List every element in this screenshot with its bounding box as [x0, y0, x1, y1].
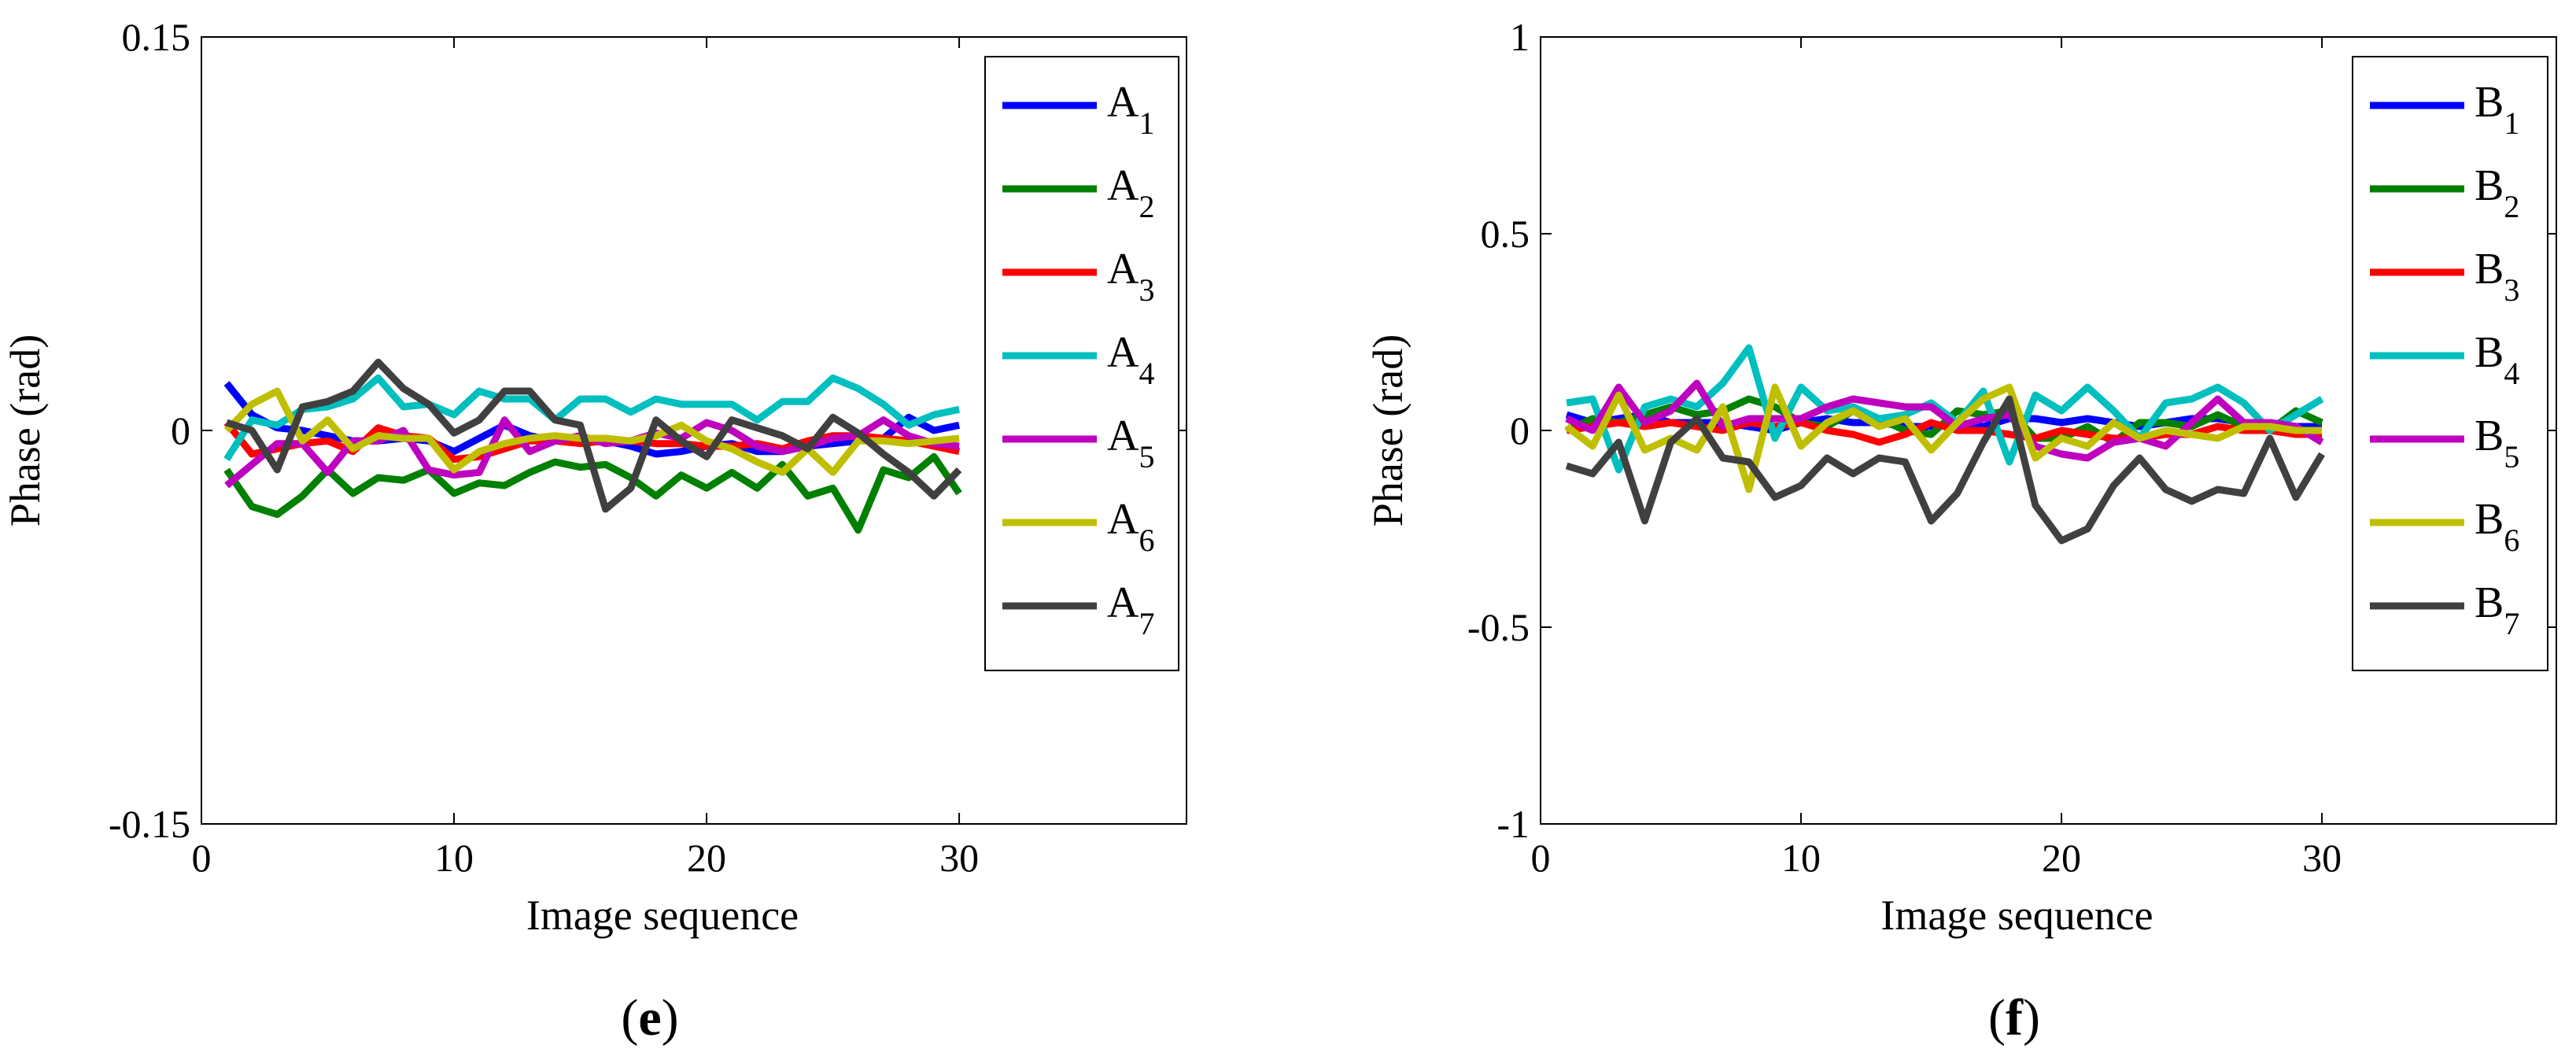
legend-label-A6: A6 [1107, 495, 1154, 558]
x-tick-label: 20 [687, 836, 726, 880]
x-tick-label: 0 [192, 836, 212, 880]
series-line-B5 [1565, 379, 2324, 462]
y-tick-label: 0 [1510, 408, 1530, 452]
legend-label-A7: A7 [1107, 578, 1154, 641]
x-tick-label: 0 [1531, 836, 1551, 880]
legend-box [2352, 56, 2548, 671]
legend-label-A3: A3 [1107, 245, 1154, 308]
series-line-A7 [225, 358, 962, 513]
y-tick-label: 1 [1510, 15, 1530, 59]
legend-e: A1 A2 A3 A4 A5 A6 A7 [984, 56, 1179, 671]
x-tick-label: 10 [434, 836, 474, 880]
y-tick-label: 0.5 [1481, 212, 1530, 256]
legend-label-B6: B6 [2475, 495, 2519, 558]
legend-box [984, 56, 1179, 671]
legend-label-B3: B3 [2475, 245, 2519, 308]
panel-label-f: (f) [1988, 989, 2040, 1047]
series-line-A4 [223, 374, 961, 462]
y-tick-label: 0.15 [122, 15, 191, 59]
legend-label-B4: B4 [2475, 328, 2519, 391]
legend-label-B5: B5 [2475, 412, 2519, 475]
legend-label-B1: B1 [2475, 78, 2519, 141]
y-tick-label: -1 [1497, 802, 1530, 846]
legend-label-A1: A1 [1107, 78, 1154, 141]
panel-label-e: (e) [621, 989, 678, 1047]
chart-panel-f: 0 10 20 30 -1 -0.5 0 0.5 1 Image sequence Phase (r… [1364, 15, 2557, 1047]
legend-label-A2: A2 [1107, 161, 1154, 224]
legend-label-B7: B7 [2475, 578, 2519, 641]
x-tick-label: 20 [2042, 836, 2081, 880]
x-tick-label: 30 [939, 836, 979, 880]
series-line-B2 [1565, 395, 2323, 446]
y-tick-label: -0.5 [1467, 605, 1530, 649]
legend-f: B1 B2 B3 B4 B5 B6 B7 [2352, 56, 2548, 671]
series-line-B7 [1565, 395, 2325, 545]
x-axis-label: Image sequence [526, 892, 799, 939]
series-line-B6 [1564, 383, 2323, 493]
y-axis-label: Phase (rad) [1364, 334, 1412, 526]
x-tick-label: 30 [2302, 836, 2342, 880]
x-axis-label: Image sequence [1880, 892, 2153, 939]
y-tick-label: 0 [171, 408, 190, 452]
x-tick-label: 10 [1781, 836, 1821, 880]
legend-label-A5: A5 [1107, 412, 1154, 475]
legend-label-A4: A4 [1107, 328, 1154, 391]
y-axis-label: Phase (rad) [2, 334, 49, 526]
y-tick-label: -0.15 [109, 802, 190, 846]
legend-label-B2: B2 [2475, 161, 2519, 224]
series-line-A6 [223, 387, 960, 476]
